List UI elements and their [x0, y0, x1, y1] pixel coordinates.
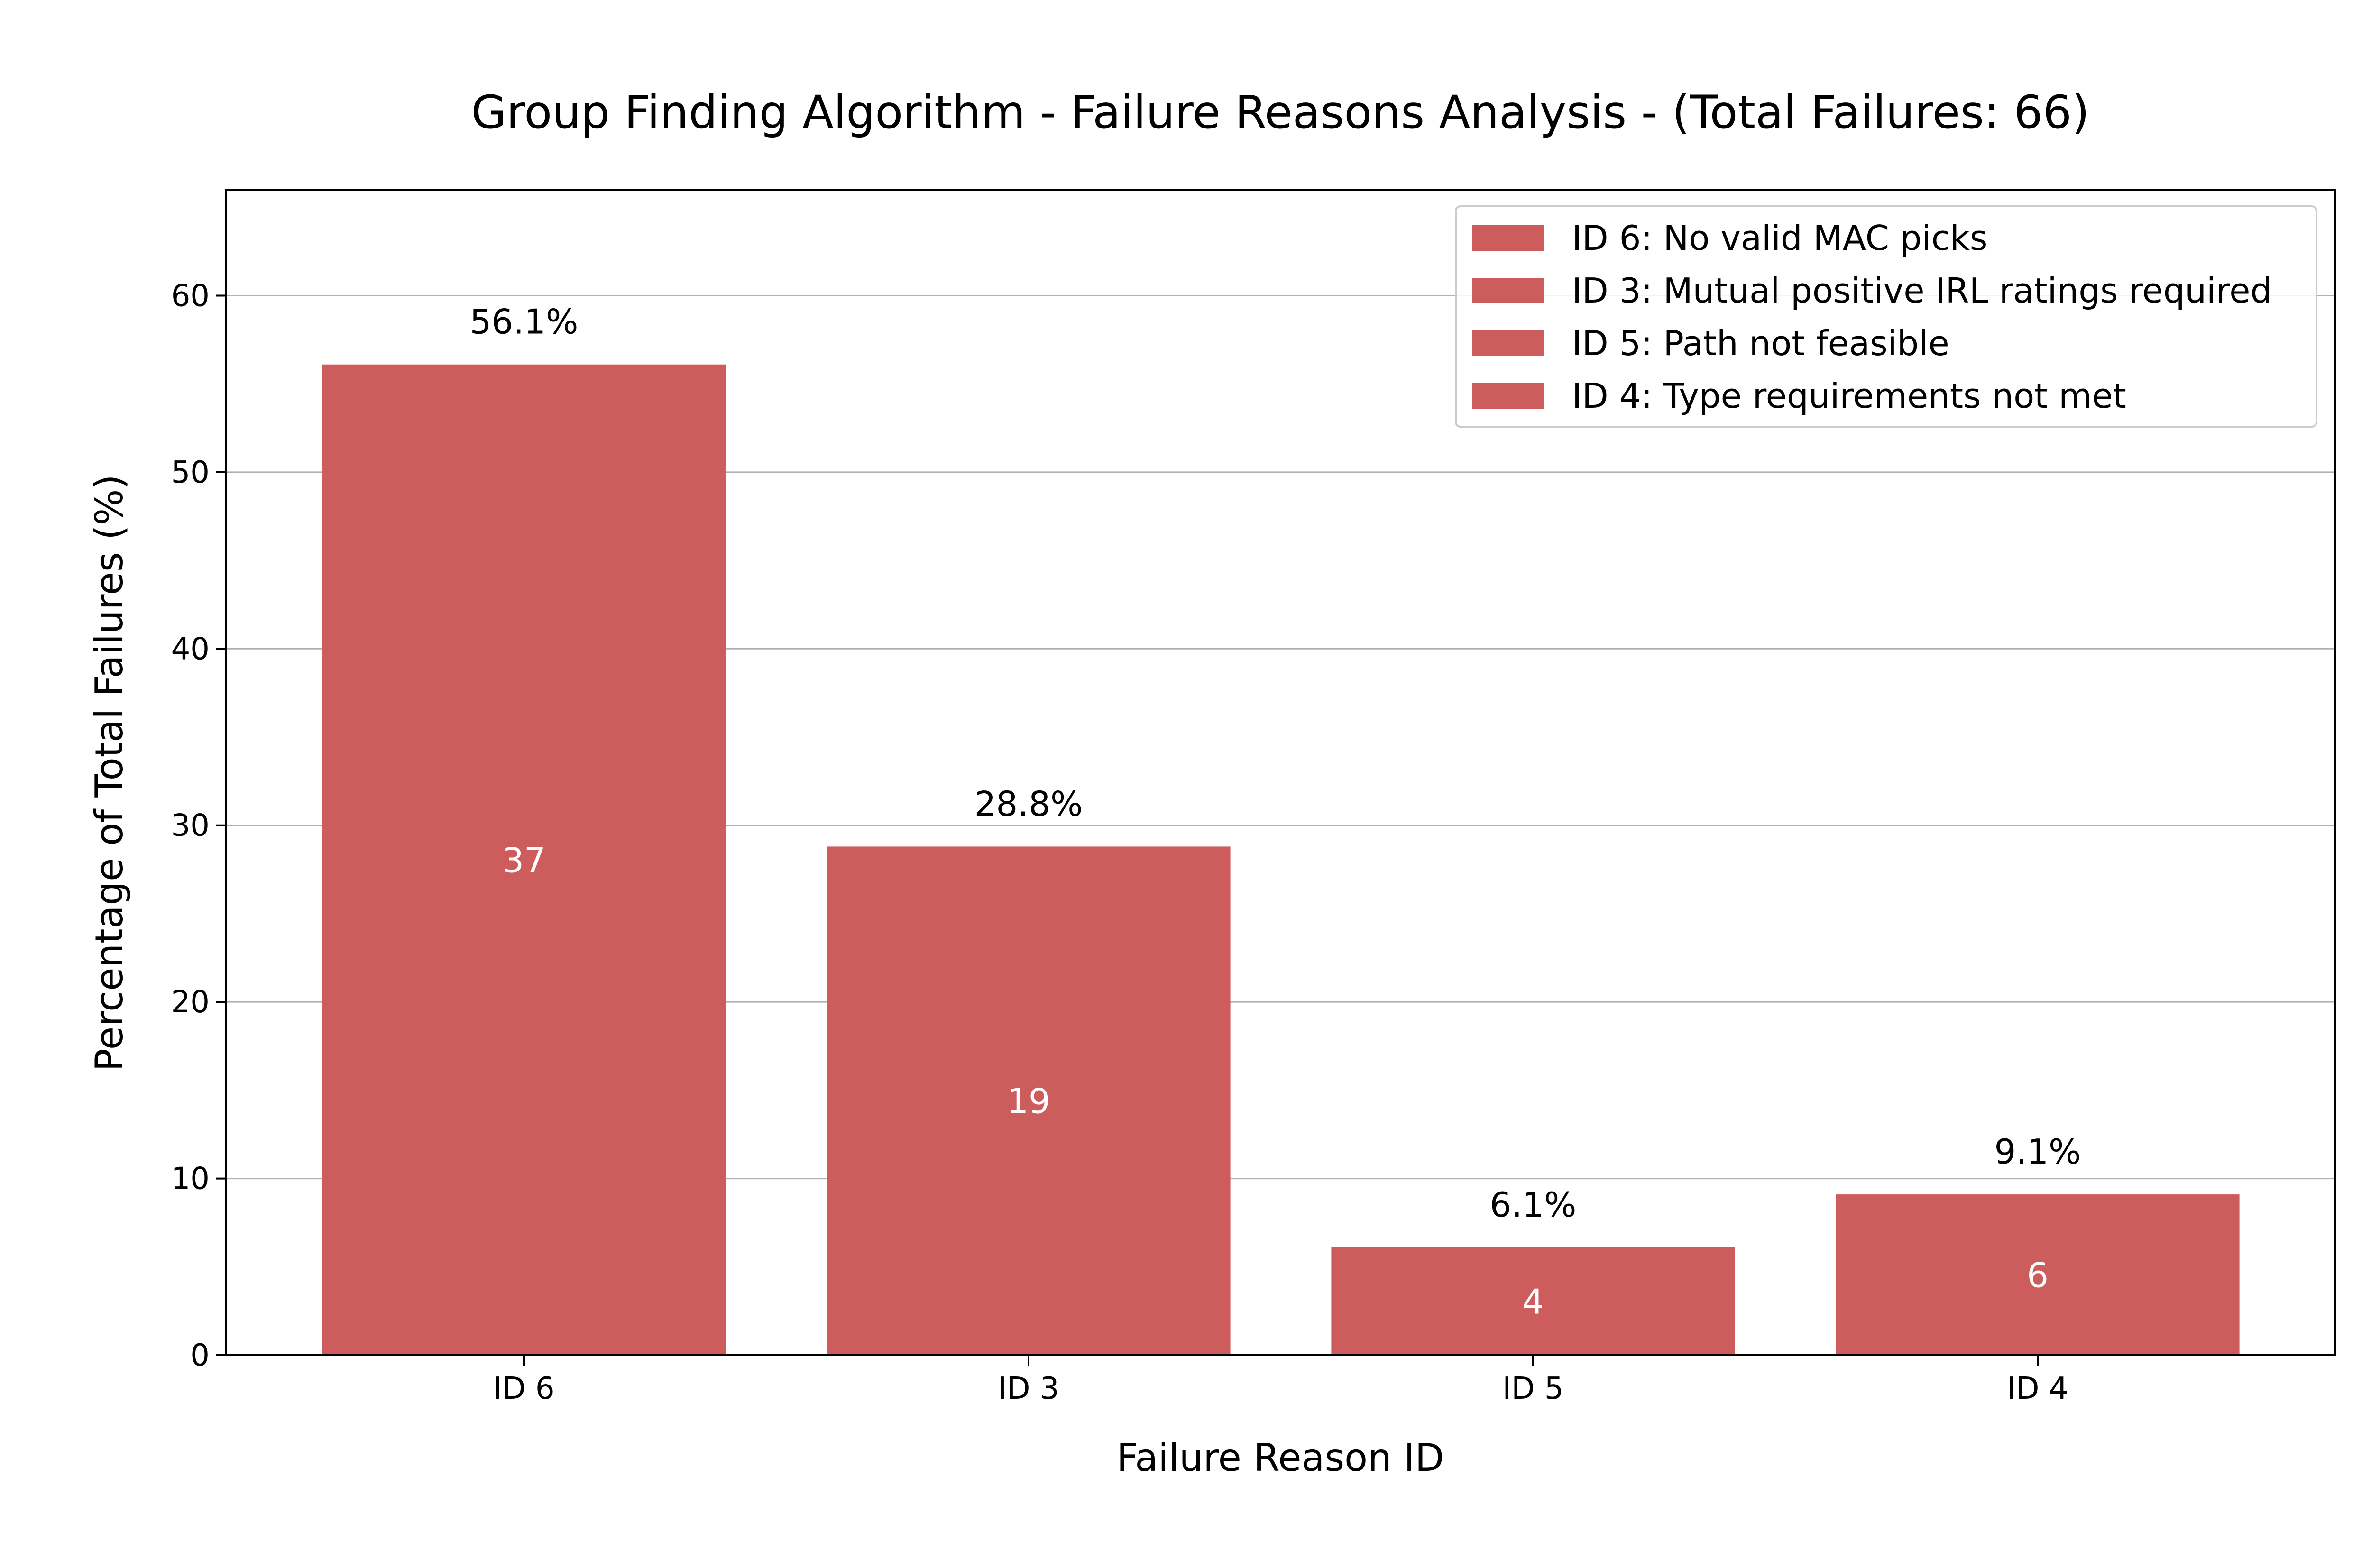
bar-count-label: 19	[1007, 1082, 1050, 1121]
x-axis-ticks: ID 6 ID 3 ID 5 ID 4	[493, 1355, 2068, 1406]
y-axis-label: Percentage of Total Failures (%)	[87, 474, 131, 1071]
legend-entry-label: ID 3: Mutual positive IRL ratings requir…	[1572, 271, 2272, 311]
y-tick-label: 60	[171, 278, 210, 313]
legend-entry-label: ID 4: Type requirements not met	[1572, 376, 2126, 416]
bar-count-label: 6	[2027, 1256, 2049, 1295]
y-tick-label: 20	[171, 985, 210, 1020]
bar	[827, 846, 1231, 1355]
x-tick-label: ID 5	[1502, 1371, 1563, 1406]
y-tick-label: 40	[171, 632, 210, 667]
bars: 56.1% 37 28.8% 19 6.1% 4 9.1% 6	[322, 302, 2240, 1356]
x-tick-label: ID 6	[493, 1371, 554, 1406]
legend-swatch	[1472, 383, 1544, 409]
legend-swatch	[1472, 330, 1544, 356]
legend: ID 6: No valid MAC picks ID 3: Mutual pos…	[1455, 205, 2317, 428]
y-tick-label: 0	[190, 1338, 210, 1373]
y-axis-ticks: 0 10 20 30 40 50 60	[171, 278, 226, 1373]
bar-percent-label: 56.1%	[470, 302, 579, 342]
bar	[322, 364, 726, 1356]
legend-box	[1455, 205, 2317, 428]
legend-swatch	[1472, 225, 1544, 251]
legend-entry-label: ID 6: No valid MAC picks	[1572, 218, 1987, 258]
bar	[1836, 1194, 2240, 1355]
bar	[1331, 1247, 1735, 1355]
x-tick-label: ID 3	[998, 1371, 1059, 1406]
y-tick-label: 30	[171, 808, 210, 844]
bar-percent-label: 6.1%	[1490, 1185, 1577, 1225]
chart-title: Group Finding Algorithm - Failure Reason…	[471, 86, 2090, 139]
x-tick-label: ID 4	[2007, 1371, 2068, 1406]
y-tick-label: 50	[171, 455, 210, 490]
y-tick-label: 10	[171, 1162, 210, 1197]
legend-entry-label: ID 5: Path not feasible	[1572, 323, 1949, 363]
bar-percent-label: 9.1%	[1994, 1132, 2081, 1172]
bar-count-label: 37	[502, 840, 546, 880]
plot-frame	[225, 189, 2336, 1356]
bar-percent-label: 28.8%	[974, 784, 1083, 824]
bar-count-label: 4	[1522, 1282, 1544, 1321]
x-axis-label: Failure Reason ID	[1117, 1436, 1444, 1480]
legend-swatch	[1472, 278, 1544, 303]
